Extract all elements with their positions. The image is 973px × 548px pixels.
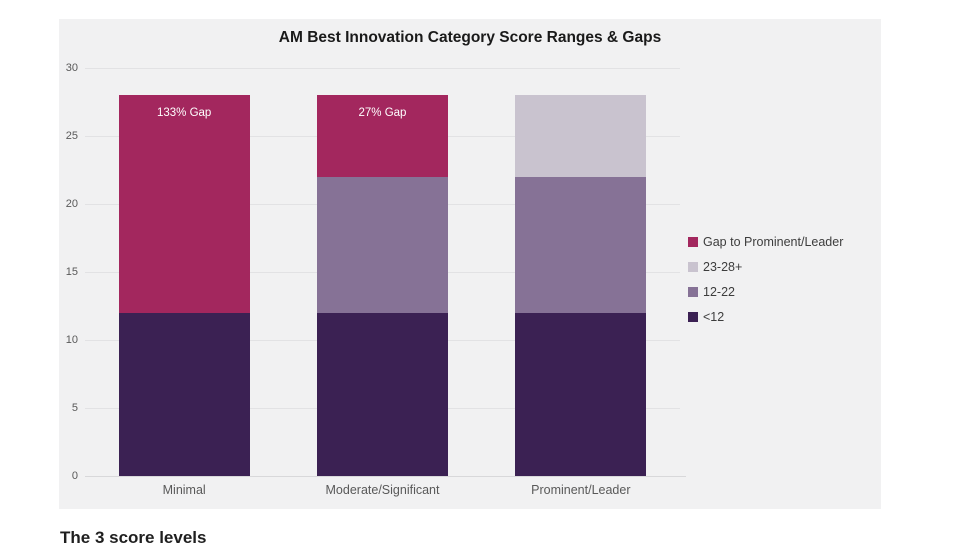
bar-slot-moderate-significant: 27% Gap xyxy=(283,68,481,476)
y-tick-label-0: 0 xyxy=(71,470,78,482)
gap-annotation-minimal: 133% Gap xyxy=(156,107,212,120)
legend-item-gap-to-prominent-leader: Gap to Prominent/Leader xyxy=(688,235,843,249)
y-tick-label-15: 15 xyxy=(65,266,78,278)
legend-label-gap-to-prominent-leader: Gap to Prominent/Leader xyxy=(703,235,844,249)
segment-12 xyxy=(316,312,448,476)
legend-label-12-22: 12-22 xyxy=(703,285,735,299)
bars-row: 133% Gap 27% Gap xyxy=(85,68,680,476)
legend-swatch-icon xyxy=(688,262,698,272)
bar-minimal: 133% Gap xyxy=(118,95,250,476)
y-tick-label-10: 10 xyxy=(65,334,78,346)
chart-title: AM Best Innovation Category Score Ranges… xyxy=(278,29,662,46)
y-tick-label-30: 30 xyxy=(65,62,78,74)
category-label-moderate-significant: Moderate/Significant xyxy=(325,483,440,497)
category-labels: Minimal Moderate/Significant Prominent/Lea… xyxy=(85,483,680,497)
legend-item-12: <12 xyxy=(688,310,843,324)
legend-label-23-28: 23-28+ xyxy=(703,260,743,274)
legend: Gap to Prominent/Leader 23-28+ 12-22 <12 xyxy=(688,235,843,324)
segment-gap-to-prominent-leader xyxy=(118,95,250,313)
segment-12-22 xyxy=(316,176,448,313)
footer-heading: The 3 score levels xyxy=(60,528,207,547)
category-label-minimal: Minimal xyxy=(162,483,206,497)
chart-panel: AM Best Innovation Category Score Ranges… xyxy=(59,19,881,509)
segment-12 xyxy=(118,312,250,476)
legend-swatch-icon xyxy=(688,312,698,322)
bar-moderate-significant: 27% Gap xyxy=(316,95,448,476)
plot-area: 133% Gap 27% Gap Minimal Moderate/Signific… xyxy=(66,62,686,497)
x-axis-line xyxy=(85,476,686,477)
y-tick-label-20: 20 xyxy=(65,198,78,210)
gap-annotation-moderate-significant: 27% Gap xyxy=(358,107,407,120)
bar-slot-minimal: 133% Gap xyxy=(85,68,283,476)
legend-item-23-28: 23-28+ xyxy=(688,260,843,274)
gridline-30 xyxy=(85,68,680,69)
segment-12-22 xyxy=(515,176,647,313)
segment-23-28 xyxy=(515,95,647,177)
segment-12 xyxy=(515,312,647,476)
y-tick-label-25: 25 xyxy=(65,130,78,142)
bar-prominent-leader xyxy=(515,95,647,476)
bar-slot-prominent-leader xyxy=(482,68,680,476)
y-tick-label-5: 5 xyxy=(71,402,78,414)
segment-gap-to-prominent-leader xyxy=(316,95,448,177)
legend-label-12: <12 xyxy=(703,310,725,324)
legend-item-12-22: 12-22 xyxy=(688,285,843,299)
legend-swatch-icon xyxy=(688,237,698,247)
legend-swatch-icon xyxy=(688,287,698,297)
category-label-prominent-leader: Prominent/Leader xyxy=(531,483,631,497)
